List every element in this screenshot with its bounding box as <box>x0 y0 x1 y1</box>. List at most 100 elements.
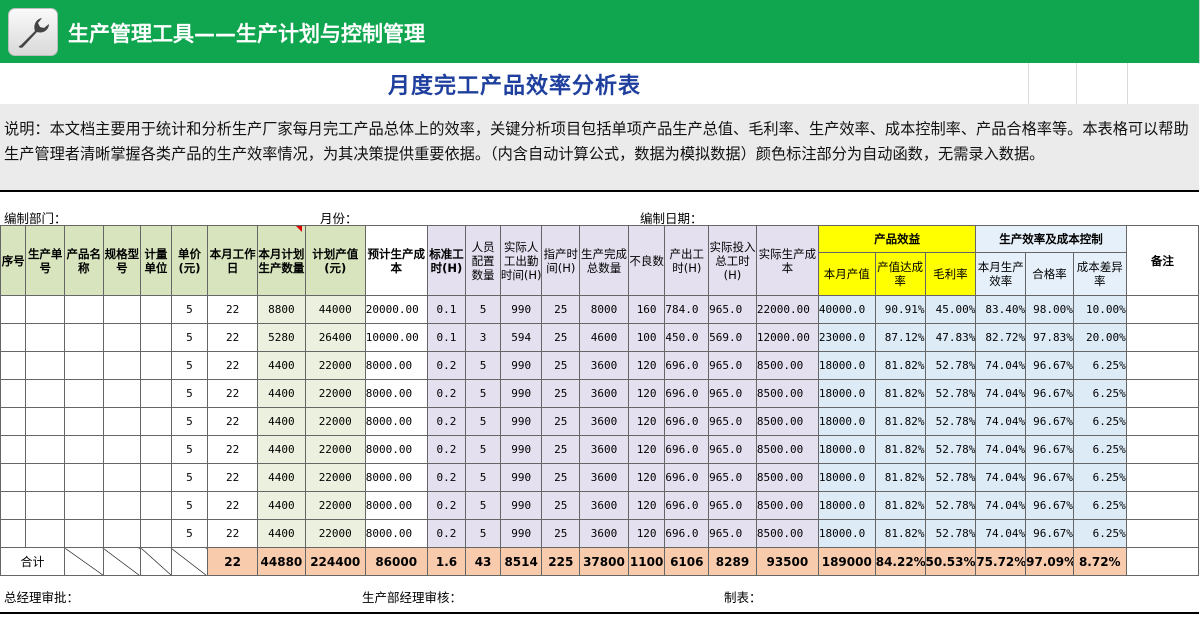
table-cell[interactable]: 18000.0 <box>817 351 876 380</box>
table-cell[interactable]: 18000.0 <box>817 435 876 464</box>
table-cell[interactable]: 87.12% <box>874 323 926 352</box>
table-cell[interactable]: 0.2 <box>426 435 467 464</box>
table-cell[interactable]: 12000.00 <box>755 323 819 352</box>
table-cell[interactable]: 22 <box>207 435 259 464</box>
table-cell[interactable]: 22 <box>207 295 259 324</box>
table-cell[interactable]: 5 <box>170 351 209 380</box>
remark-cell[interactable] <box>1125 547 1200 576</box>
table-cell[interactable] <box>140 407 172 436</box>
table-cell[interactable] <box>102 323 142 352</box>
table-cell[interactable]: 120 <box>627 435 666 464</box>
table-cell[interactable]: 8500.00 <box>755 407 819 436</box>
table-cell[interactable]: 965.0 <box>708 407 757 436</box>
table-cell[interactable]: 5 <box>465 295 501 324</box>
table-cell[interactable]: 6.25% <box>1072 463 1127 492</box>
table-cell[interactable]: 8000.00 <box>364 519 428 548</box>
table-cell[interactable]: 74.04% <box>975 407 1027 436</box>
remark-cell[interactable] <box>1125 351 1200 380</box>
table-cell[interactable]: 160 <box>627 295 666 324</box>
table-cell[interactable] <box>0 351 27 380</box>
table-cell[interactable]: 22000 <box>304 491 366 520</box>
table-cell[interactable]: 3600 <box>579 351 629 380</box>
table-cell[interactable]: 25 <box>541 323 581 352</box>
table-cell[interactable]: 18000.0 <box>817 407 876 436</box>
table-cell[interactable]: 3600 <box>579 491 629 520</box>
table-cell[interactable]: 22 <box>207 323 259 352</box>
remark-cell[interactable] <box>1125 379 1200 408</box>
table-cell[interactable]: 74.04% <box>975 463 1027 492</box>
table-cell[interactable]: 52.78% <box>924 435 977 464</box>
table-cell[interactable]: 4400 <box>257 379 306 408</box>
table-cell[interactable]: 100 <box>627 323 666 352</box>
table-cell[interactable]: 5 <box>170 491 209 520</box>
table-cell[interactable]: 52.78% <box>924 379 977 408</box>
table-cell[interactable]: 8500.00 <box>755 435 819 464</box>
table-cell[interactable]: 990 <box>499 491 543 520</box>
table-cell[interactable]: 120 <box>627 407 666 436</box>
table-cell[interactable]: 965.0 <box>708 463 757 492</box>
table-cell[interactable]: 18000.0 <box>817 491 876 520</box>
table-cell[interactable]: 5 <box>465 351 501 380</box>
table-cell[interactable]: 25 <box>541 295 581 324</box>
table-cell[interactable]: 25 <box>541 463 581 492</box>
table-cell[interactable]: 5 <box>465 463 501 492</box>
table-cell[interactable] <box>25 491 65 520</box>
table-cell[interactable]: 696.0 <box>664 407 710 436</box>
table-cell[interactable]: 25 <box>541 351 581 380</box>
table-cell[interactable]: 6.25% <box>1072 435 1127 464</box>
table-cell[interactable]: 0.2 <box>426 351 467 380</box>
table-cell[interactable]: 97.83% <box>1025 323 1074 352</box>
table-cell[interactable]: 52.78% <box>924 351 977 380</box>
table-cell[interactable]: 8000.00 <box>364 463 428 492</box>
table-cell[interactable]: 25 <box>541 519 581 548</box>
table-cell[interactable] <box>0 323 27 352</box>
table-cell[interactable]: 696.0 <box>664 435 710 464</box>
table-cell[interactable]: 74.04% <box>975 379 1027 408</box>
table-cell[interactable]: 81.82% <box>874 351 926 380</box>
table-cell[interactable]: 96.67% <box>1025 379 1074 408</box>
table-cell[interactable]: 22 <box>207 407 259 436</box>
table-cell[interactable]: 6.25% <box>1072 491 1127 520</box>
table-cell[interactable] <box>0 295 27 324</box>
table-cell[interactable] <box>64 407 104 436</box>
table-cell[interactable] <box>25 379 65 408</box>
table-cell[interactable]: 22 <box>207 519 259 548</box>
table-cell[interactable]: 6.25% <box>1072 519 1127 548</box>
table-cell[interactable] <box>0 379 27 408</box>
table-cell[interactable]: 52.78% <box>924 407 977 436</box>
remark-cell[interactable] <box>1125 323 1200 352</box>
table-cell[interactable]: 0.2 <box>426 379 467 408</box>
table-cell[interactable]: 8000.00 <box>364 379 428 408</box>
table-cell[interactable]: 120 <box>627 379 666 408</box>
table-cell[interactable]: 965.0 <box>708 519 757 548</box>
table-cell[interactable] <box>140 351 172 380</box>
table-cell[interactable]: 5 <box>465 519 501 548</box>
table-cell[interactable] <box>25 463 65 492</box>
table-cell[interactable]: 569.0 <box>708 323 757 352</box>
table-cell[interactable]: 25 <box>541 379 581 408</box>
table-cell[interactable]: 52.78% <box>924 519 977 548</box>
table-cell[interactable]: 5 <box>465 379 501 408</box>
table-cell[interactable]: 450.0 <box>664 323 710 352</box>
table-cell[interactable]: 120 <box>627 491 666 520</box>
table-cell[interactable]: 5 <box>465 491 501 520</box>
table-cell[interactable]: 696.0 <box>664 463 710 492</box>
table-cell[interactable] <box>25 351 65 380</box>
table-cell[interactable]: 96.67% <box>1025 407 1074 436</box>
table-cell[interactable]: 52.78% <box>924 491 977 520</box>
table-cell[interactable] <box>140 463 172 492</box>
table-cell[interactable]: 965.0 <box>708 295 757 324</box>
table-cell[interactable]: 6.25% <box>1072 351 1127 380</box>
table-cell[interactable]: 965.0 <box>708 379 757 408</box>
remark-cell[interactable] <box>1125 463 1200 492</box>
table-cell[interactable]: 696.0 <box>664 379 710 408</box>
table-cell[interactable]: 4400 <box>257 407 306 436</box>
table-cell[interactable]: 8500.00 <box>755 491 819 520</box>
table-cell[interactable]: 23000.0 <box>817 323 876 352</box>
table-cell[interactable]: 96.67% <box>1025 491 1074 520</box>
table-cell[interactable]: 83.40% <box>975 295 1027 324</box>
table-cell[interactable]: 22 <box>207 463 259 492</box>
table-cell[interactable] <box>64 351 104 380</box>
table-cell[interactable]: 44000 <box>304 295 366 324</box>
table-cell[interactable]: 990 <box>499 351 543 380</box>
